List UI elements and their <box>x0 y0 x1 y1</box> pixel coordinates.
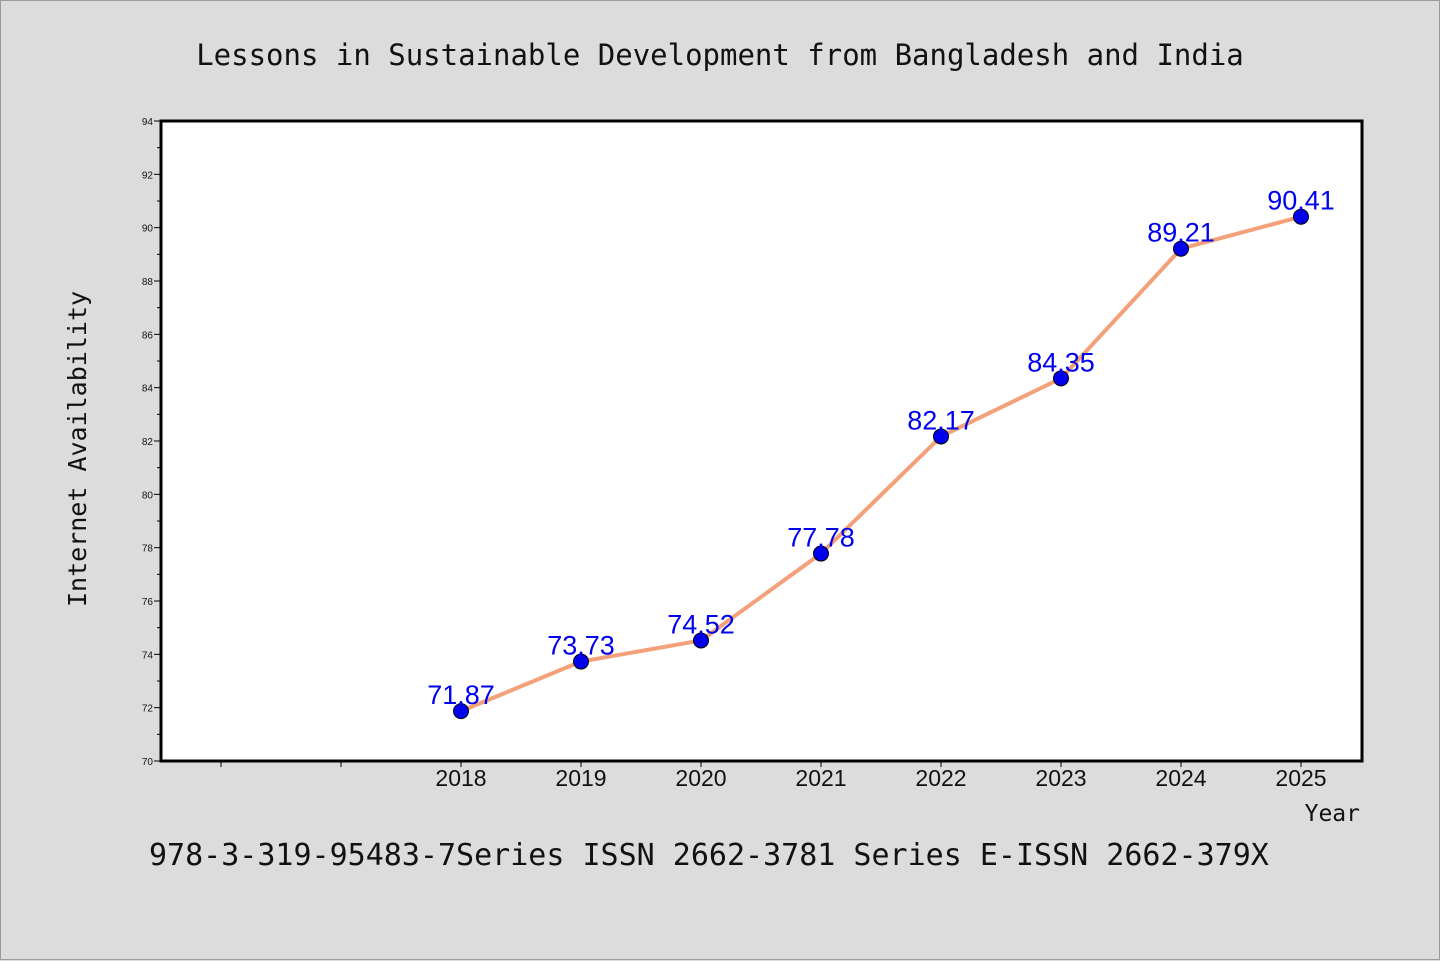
y-tick-label: 70 <box>142 757 154 768</box>
data-point-marker <box>1293 208 1309 225</box>
data-point-marker <box>693 632 709 649</box>
data-label: 73.73 <box>547 631 615 661</box>
y-tick-label: 90 <box>142 224 154 235</box>
footer-isbn-text: 978-3-319-95483-7Series ISSN 2662-3781 S… <box>149 838 1269 873</box>
x-axis-title: Year <box>1305 801 1360 827</box>
data-point-marker <box>573 653 589 670</box>
x-tick-label: 2019 <box>555 765 606 791</box>
y-tick-label: 92 <box>142 170 154 181</box>
data-label: 71.87 <box>427 680 495 710</box>
data-point-marker <box>453 703 469 720</box>
y-axis-title: Internet Availability <box>63 291 92 607</box>
y-tick-label: 80 <box>142 490 154 501</box>
x-tick-label: 2020 <box>675 765 726 791</box>
x-tick-label: 2018 <box>435 765 486 791</box>
data-point-marker <box>1053 370 1069 387</box>
y-tick-label: 84 <box>142 384 154 395</box>
x-tick-label: 2021 <box>795 765 846 791</box>
data-label: 84.35 <box>1027 347 1095 377</box>
data-label: 74.52 <box>667 609 735 639</box>
x-tick-label: 2024 <box>1155 765 1206 791</box>
y-tick-label: 86 <box>142 330 154 341</box>
data-point-marker <box>813 545 829 562</box>
data-label: 90.41 <box>1267 186 1335 216</box>
chart-title: Lessons in Sustainable Development from … <box>196 38 1244 72</box>
data-label: 82.17 <box>907 405 975 435</box>
y-tick-label: 82 <box>142 437 154 448</box>
y-tick-label: 76 <box>142 597 154 608</box>
x-tick-label: 2023 <box>1035 765 1086 791</box>
plot-area <box>159 119 1364 763</box>
series-line <box>459 214 1303 714</box>
y-axis: 70 72 74 76 78 80 82 84 86 88 90 92 94 <box>142 117 161 768</box>
y-tick-label: 74 <box>142 650 154 661</box>
x-axis: 2018 2019 2020 2021 2022 2023 2024 2025 <box>220 761 1327 791</box>
y-tick-label: 94 <box>142 117 154 128</box>
series-group: 71.87 73.73 74.52 77.78 82.17 84.35 89.21 90.41 <box>427 186 1335 720</box>
data-label: 89.21 <box>1147 218 1215 248</box>
data-point-marker <box>933 428 949 445</box>
x-tick-label: 2022 <box>915 765 966 791</box>
data-point-marker <box>1173 240 1189 257</box>
x-tick-label: 2025 <box>1275 765 1326 791</box>
y-tick-label: 78 <box>142 544 154 555</box>
y-tick-label: 88 <box>142 277 154 288</box>
y-tick-label: 72 <box>142 704 154 715</box>
data-label: 77.78 <box>787 523 855 553</box>
